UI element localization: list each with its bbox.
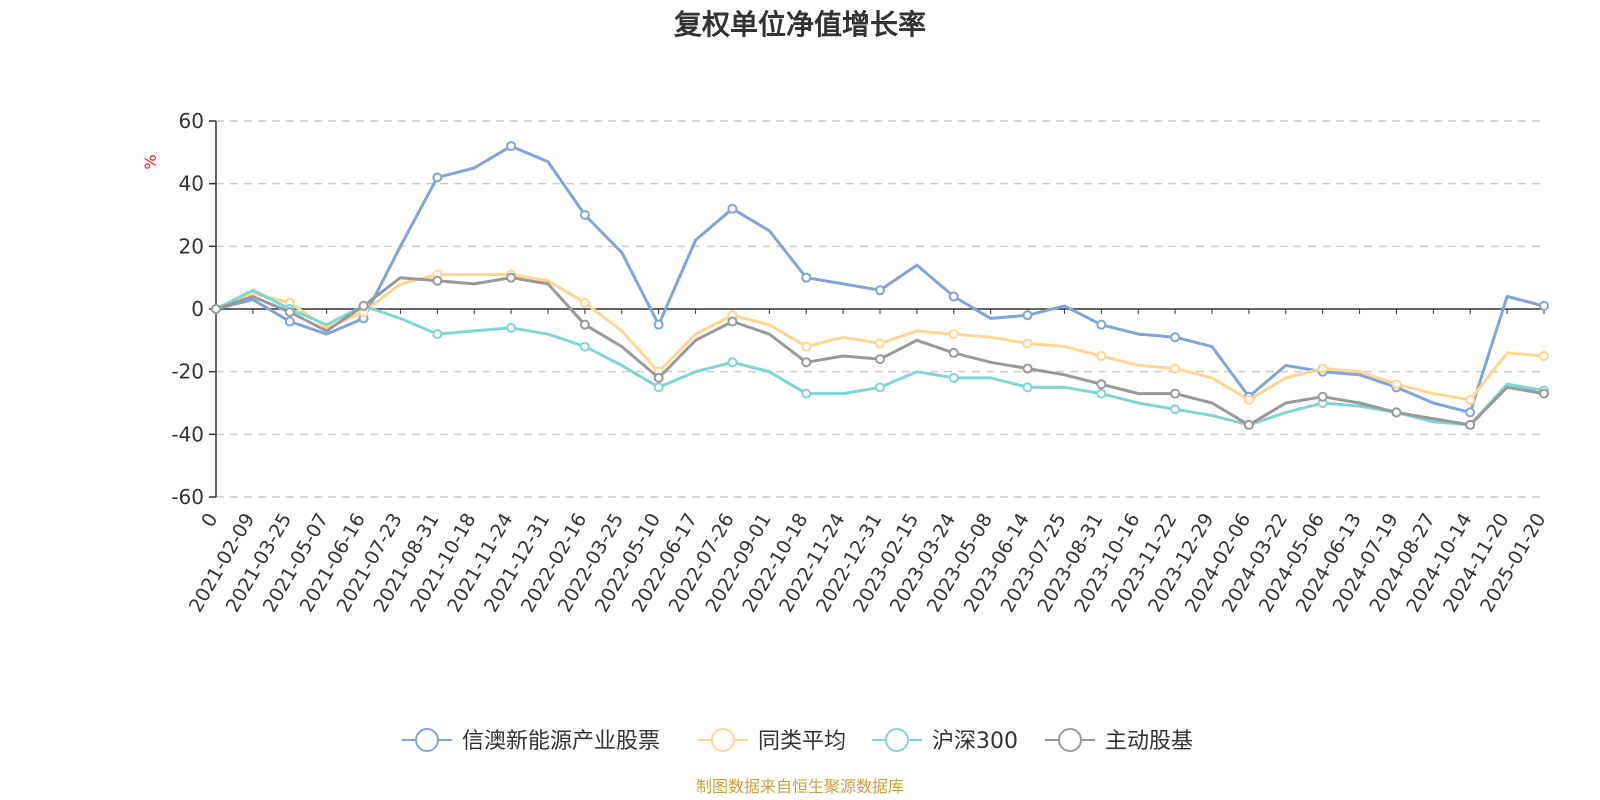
data-point [1022, 310, 1033, 321]
data-point [1391, 407, 1402, 418]
data-point [1022, 382, 1033, 393]
series-lines [211, 141, 1549, 430]
data-point [506, 141, 517, 152]
y-tick-label: 40 [179, 172, 204, 196]
data-point [653, 319, 664, 330]
data-point [1465, 419, 1476, 430]
data-point [801, 341, 812, 352]
y-tick-label: -40 [171, 422, 204, 446]
data-point [727, 203, 738, 214]
data-point [948, 291, 959, 302]
data-point [1022, 338, 1033, 349]
data-point [1391, 379, 1402, 390]
data-point [579, 210, 590, 220]
y-tick-labels: 60 40 20 0 -20 -40 -60 [171, 109, 204, 509]
legend-label: 信澳新能源产业股票 [462, 729, 660, 754]
data-point [1170, 332, 1181, 343]
data-point [1096, 388, 1107, 399]
data-point [579, 341, 590, 352]
chart-title: 复权单位净值增长率 [674, 8, 926, 41]
data-point [506, 272, 517, 283]
data-point [948, 372, 959, 383]
legend-marker [1058, 728, 1082, 752]
data-point [1170, 363, 1181, 374]
data-point [727, 316, 738, 327]
data-point [1539, 351, 1549, 361]
data-point [358, 300, 369, 311]
data-point [579, 297, 590, 308]
legend[interactable]: 信澳新能源产业股票 同类平均 沪深300 主动股基 [402, 728, 1193, 754]
y-axis-unit: % [141, 154, 160, 169]
legend-marker [885, 728, 909, 752]
data-point [1539, 388, 1549, 399]
data-point [875, 338, 885, 349]
y-tick-label: 60 [179, 109, 204, 133]
data-point [1465, 407, 1476, 418]
data-point [1465, 394, 1476, 405]
x-tick-label: 0 [197, 510, 222, 531]
data-point [284, 316, 295, 327]
y-tick-label: -20 [171, 360, 204, 384]
source-note: 制图数据来自恒生聚源数据库 [696, 777, 904, 796]
series-line [215, 276, 1545, 427]
series-3 [211, 272, 1549, 430]
y-tick-label: 20 [179, 234, 204, 258]
data-point [875, 354, 885, 365]
data-point [1096, 379, 1107, 390]
legend-item-2[interactable]: 沪深300 [872, 728, 1018, 754]
data-point [1317, 391, 1328, 402]
data-point [1317, 363, 1328, 374]
data-point [801, 388, 812, 399]
x-tick-labels: 02021-02-092021-03-252021-05-072021-06-1… [185, 510, 1550, 617]
data-point [211, 304, 221, 314]
data-point [506, 322, 517, 333]
data-point [1539, 300, 1549, 311]
legend-marker [711, 728, 735, 752]
legend-marker [415, 728, 439, 752]
legend-item-3[interactable]: 主动股基 [1045, 728, 1193, 754]
data-point [875, 382, 885, 393]
legend-label: 主动股基 [1105, 729, 1193, 754]
data-point [875, 285, 885, 296]
data-point [432, 329, 443, 340]
data-point [653, 382, 664, 393]
data-point [432, 275, 443, 286]
data-point [1170, 404, 1181, 415]
data-point [948, 347, 959, 358]
data-point [801, 357, 812, 368]
data-point [1170, 388, 1181, 399]
legend-item-1[interactable]: 同类平均 [698, 728, 846, 754]
legend-label: 同类平均 [758, 729, 846, 754]
data-point [284, 307, 295, 318]
legend-item-0[interactable]: 信澳新能源产业股票 [402, 728, 660, 754]
data-point [1243, 419, 1254, 430]
data-point [653, 372, 664, 383]
legend-label: 沪深300 [932, 729, 1018, 754]
y-tick-label: -60 [171, 485, 204, 509]
data-point [1243, 394, 1254, 405]
data-point [1022, 363, 1033, 374]
data-point [579, 319, 590, 330]
axes [209, 120, 1545, 498]
data-point [948, 329, 959, 340]
y-tick-label: 0 [191, 297, 204, 321]
data-point [1096, 319, 1107, 330]
data-point [727, 357, 738, 368]
data-point [801, 272, 812, 283]
data-point [432, 172, 443, 183]
data-point [1096, 351, 1107, 361]
